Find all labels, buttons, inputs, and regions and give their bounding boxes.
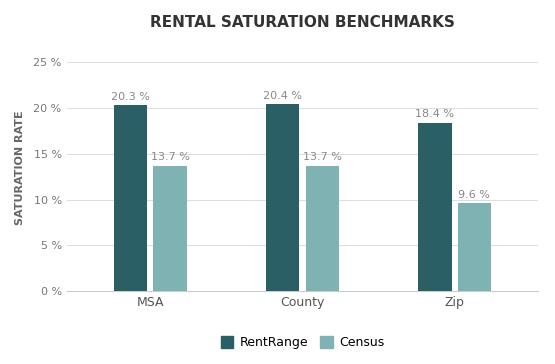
Bar [305, 166, 339, 291]
Text: 20.3 %: 20.3 % [111, 92, 150, 102]
Text: 9.6 %: 9.6 % [458, 190, 491, 200]
Bar [458, 203, 491, 291]
Text: 20.4 %: 20.4 % [263, 91, 302, 101]
Text: 18.4 %: 18.4 % [415, 109, 455, 119]
Title: RENTAL SATURATION BENCHMARKS: RENTAL SATURATION BENCHMARKS [150, 15, 455, 30]
Legend: RentRange, Census: RentRange, Census [215, 331, 390, 354]
Y-axis label: SATURATION RATE: SATURATION RATE [15, 110, 25, 225]
Bar [418, 123, 452, 291]
Bar [114, 105, 147, 291]
Text: 13.7 %: 13.7 % [303, 153, 342, 162]
Bar [266, 104, 300, 291]
Text: 13.7 %: 13.7 % [150, 153, 189, 162]
Bar [153, 166, 187, 291]
